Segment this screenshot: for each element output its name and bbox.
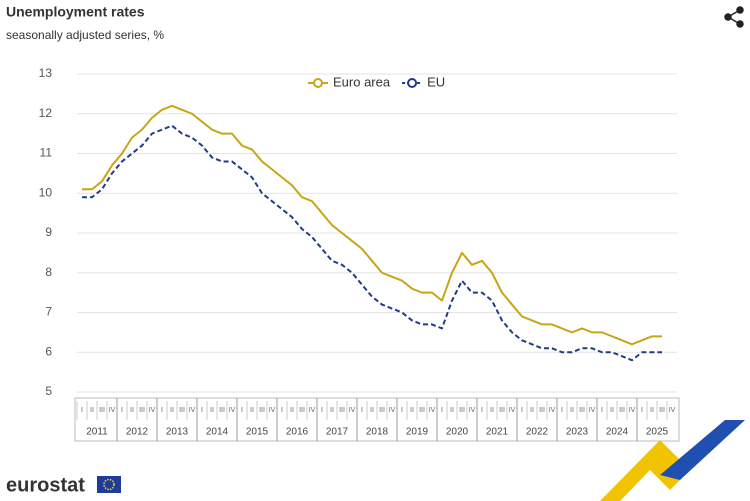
x-tick-label: I (201, 407, 203, 414)
x-tick-label: I (441, 407, 443, 414)
x-tick-label: I (161, 407, 163, 414)
x-tick-label: III (99, 407, 105, 414)
x-tick-label: II (410, 407, 414, 414)
x-axis-box (74, 397, 680, 442)
x-tick-label: II (570, 407, 574, 414)
y-tick-label: 8 (45, 265, 52, 279)
x-tick-label: I (521, 407, 523, 414)
year-label: 2013 (166, 427, 189, 438)
x-tick-label: I (401, 407, 403, 414)
legend-marker (407, 78, 418, 88)
x-tick-label: III (299, 407, 305, 414)
legend: Euro area EU (308, 74, 445, 89)
year-label: 2022 (526, 427, 549, 438)
series-line (82, 124, 662, 362)
x-tick-label: I (121, 407, 123, 414)
x-tick-label: III (339, 407, 345, 414)
legend-label: Euro area (333, 74, 391, 89)
year-label: 2025 (646, 427, 669, 438)
y-tick-label: 13 (39, 66, 53, 80)
x-tick-label: III (219, 407, 225, 414)
y-tick-label: 10 (39, 185, 53, 199)
x-tick-label: IV (349, 407, 356, 414)
year-label: 2018 (366, 427, 389, 438)
x-tick-label: II (250, 407, 254, 414)
x-tick-label: IV (669, 407, 676, 414)
y-tick-label: 11 (40, 146, 53, 160)
x-tick-label: IV (429, 407, 436, 414)
x-tick-label: IV (509, 407, 516, 414)
x-tick-label: II (530, 407, 534, 414)
x-tick-label: III (259, 407, 265, 414)
x-tick-label: III (139, 407, 145, 414)
x-tick-label: III (499, 407, 505, 414)
x-tick-label: II (90, 407, 94, 414)
x-tick-label: I (641, 407, 643, 414)
x-tick-label: I (321, 407, 323, 414)
x-tick-label: III (539, 407, 545, 414)
chart-subtitle: seasonally adjusted series, % (6, 28, 164, 42)
x-tick-label: I (361, 407, 363, 414)
x-tick-label: IV (229, 407, 236, 414)
series-line (82, 104, 662, 346)
x-tick-label: II (210, 407, 214, 414)
x-tick-label: IV (149, 407, 156, 414)
x-tick-label: III (379, 407, 385, 414)
year-label: 2017 (326, 427, 349, 438)
eu-flag (97, 476, 121, 493)
year-label: 2012 (126, 427, 149, 438)
year-label: 2011 (86, 427, 108, 438)
x-tick-label: I (561, 407, 563, 414)
x-tick-label: III (579, 407, 585, 414)
chart-title: Unemployment rates (6, 4, 145, 20)
x-tick-label: I (81, 407, 83, 414)
x-tick-label: IV (589, 407, 596, 414)
x-tick-label: II (650, 407, 654, 414)
year-label: 2014 (206, 427, 229, 438)
year-label: 2024 (606, 427, 629, 438)
x-tick-label: III (659, 407, 665, 414)
x-tick-label: I (481, 407, 483, 414)
x-tick-label: IV (629, 407, 636, 414)
y-tick-label: 12 (39, 106, 53, 120)
y-tick-label: 7 (45, 305, 52, 319)
x-tick-label: II (290, 407, 294, 414)
x-tick-label: I (601, 407, 603, 414)
legend-marker (313, 78, 323, 88)
y-tick-label: 6 (45, 344, 52, 358)
y-tick-label: 5 (45, 384, 52, 398)
y-tick-label: 9 (45, 225, 52, 239)
x-tick-label: II (170, 407, 174, 414)
x-tick-label: II (130, 407, 134, 414)
x-tick-label: II (370, 407, 374, 414)
legend-label: EU (427, 74, 445, 89)
x-tick-label: I (241, 407, 243, 414)
x-tick-label: IV (109, 407, 116, 414)
x-tick-label: IV (269, 407, 276, 414)
year-label: 2021 (486, 427, 509, 438)
x-tick-label: II (330, 407, 334, 414)
logo-text: eurostat (6, 474, 85, 496)
x-tick-label: III (459, 407, 465, 414)
x-tick-label: IV (389, 407, 396, 414)
year-label: 2023 (566, 427, 589, 438)
x-tick-label: IV (549, 407, 556, 414)
year-label: 2016 (286, 427, 309, 438)
x-tick-label: IV (189, 407, 196, 414)
share-icon[interactable] (724, 6, 744, 28)
x-tick-label: II (490, 407, 494, 414)
x-tick-label: II (450, 407, 454, 414)
x-tick-label: IV (469, 407, 476, 414)
year-label: 2019 (406, 427, 429, 438)
year-label: 2020 (446, 427, 469, 438)
year-label: 2015 (246, 427, 269, 438)
x-tick-label: I (281, 407, 283, 414)
decoration (600, 420, 745, 501)
x-tick-label: III (419, 407, 425, 414)
x-tick-label: III (179, 407, 185, 414)
x-tick-label: II (610, 407, 614, 414)
x-tick-label: III (619, 407, 625, 414)
x-tick-label: IV (309, 407, 316, 414)
